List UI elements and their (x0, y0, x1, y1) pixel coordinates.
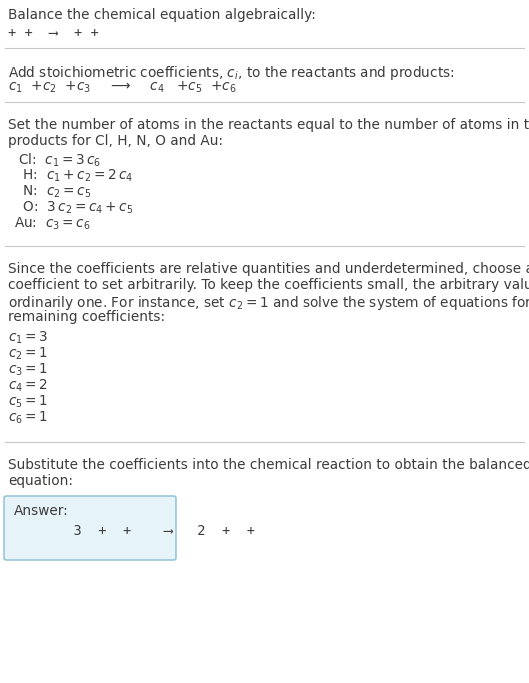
Text: O:  $3\,c_2 = c_4 + c_5$: O: $3\,c_2 = c_4 + c_5$ (14, 200, 133, 217)
Text: H:  $c_1 + c_2 = 2\,c_4$: H: $c_1 + c_2 = 2\,c_4$ (14, 168, 133, 184)
Text: $c_1$  +$c_2$  +$c_3$    $\longrightarrow$    $c_4$   +$c_5$  +$c_6$: $c_1$ +$c_2$ +$c_3$ $\longrightarrow$ $c… (8, 80, 237, 96)
Text: Balance the chemical equation algebraically:: Balance the chemical equation algebraica… (8, 8, 316, 22)
Text: $c_3 = 1$: $c_3 = 1$ (8, 362, 48, 378)
Text: Au:  $c_3 = c_6$: Au: $c_3 = c_6$ (14, 216, 91, 232)
Text: Answer:: Answer: (14, 504, 69, 518)
Text: Cl:  $c_1 = 3\,c_6$: Cl: $c_1 = 3\,c_6$ (14, 152, 102, 169)
Text: Add stoichiometric coefficients, $c_i$, to the reactants and products:: Add stoichiometric coefficients, $c_i$, … (8, 64, 454, 82)
Text: Since the coefficients are relative quantities and underdetermined, choose a: Since the coefficients are relative quan… (8, 262, 529, 276)
Text: remaining coefficients:: remaining coefficients: (8, 310, 165, 324)
Text: N:  $c_2 = c_5$: N: $c_2 = c_5$ (14, 184, 92, 200)
Text: $c_1 = 3$: $c_1 = 3$ (8, 330, 48, 346)
Text: Substitute the coefficients into the chemical reaction to obtain the balanced: Substitute the coefficients into the che… (8, 458, 529, 472)
Text: Set the number of atoms in the reactants equal to the number of atoms in the: Set the number of atoms in the reactants… (8, 118, 529, 132)
Text: $c_6 = 1$: $c_6 = 1$ (8, 410, 48, 426)
Text: equation:: equation: (8, 474, 73, 488)
Text: $c_5 = 1$: $c_5 = 1$ (8, 394, 48, 410)
Text: products for Cl, H, N, O and Au:: products for Cl, H, N, O and Au: (8, 134, 223, 148)
Text: coefficient to set arbitrarily. To keep the coefficients small, the arbitrary va: coefficient to set arbitrarily. To keep … (8, 278, 529, 292)
Text: 3  +  +    ⟶   2  +  +: 3 + + ⟶ 2 + + (24, 524, 255, 538)
Text: ordinarily one. For instance, set $c_2 = 1$ and solve the system of equations fo: ordinarily one. For instance, set $c_2 =… (8, 294, 529, 312)
FancyBboxPatch shape (4, 496, 176, 560)
Text: $c_2 = 1$: $c_2 = 1$ (8, 346, 48, 363)
Text: + +  ⟶  + +: + + ⟶ + + (8, 26, 99, 40)
Text: $c_4 = 2$: $c_4 = 2$ (8, 378, 48, 394)
